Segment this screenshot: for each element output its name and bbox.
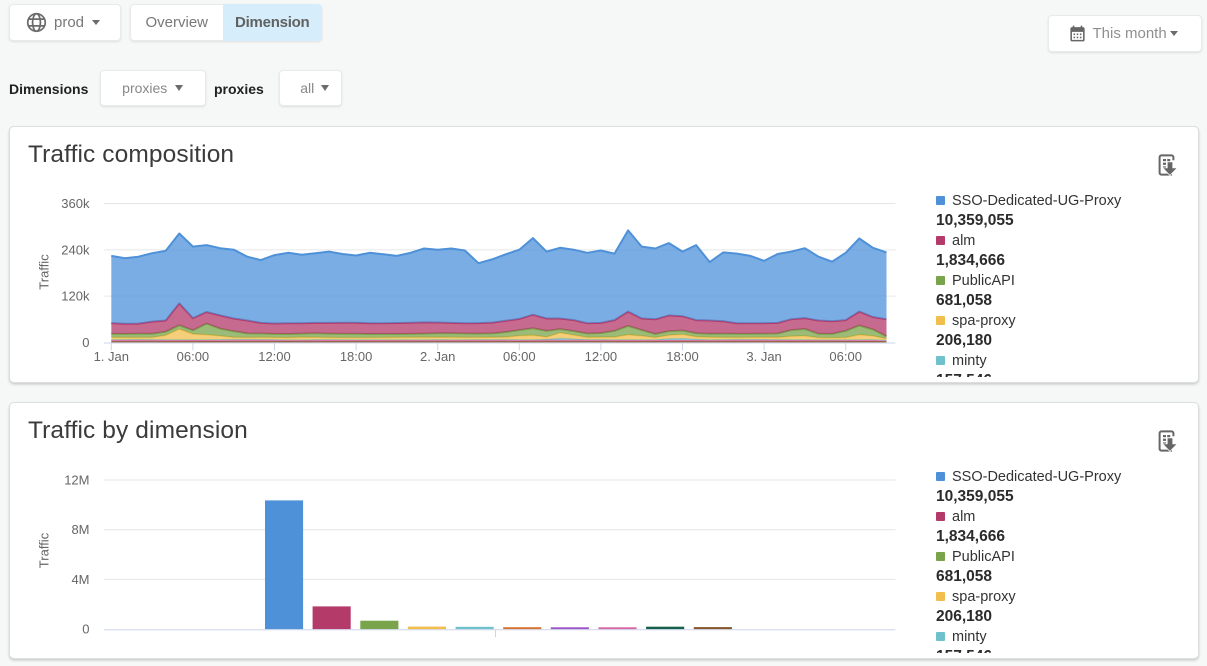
svg-text:06:00: 06:00 — [829, 349, 862, 364]
svg-text:18:00: 18:00 — [339, 349, 372, 364]
svg-text:12:00: 12:00 — [584, 349, 617, 364]
svg-text:06:00: 06:00 — [503, 349, 536, 364]
svg-text:240k: 240k — [61, 242, 90, 257]
svg-text:0: 0 — [82, 335, 89, 350]
svg-text:120k: 120k — [61, 288, 90, 303]
svg-text:0: 0 — [82, 621, 89, 636]
svg-text:Traffic: Traffic — [36, 253, 51, 289]
svg-text:1. Jan: 1. Jan — [93, 349, 128, 364]
svg-text:18:00: 18:00 — [666, 349, 699, 364]
svg-text:Traffic: Traffic — [36, 532, 51, 568]
svg-text:12:00: 12:00 — [258, 349, 291, 364]
svg-text:4M: 4M — [71, 571, 89, 586]
svg-text:8M: 8M — [71, 522, 89, 537]
svg-text:3. Jan: 3. Jan — [746, 349, 781, 364]
svg-text:2. Jan: 2. Jan — [419, 349, 454, 364]
svg-text:12M: 12M — [64, 472, 89, 487]
svg-text:06:00: 06:00 — [176, 349, 209, 364]
svg-text:360k: 360k — [61, 196, 90, 211]
